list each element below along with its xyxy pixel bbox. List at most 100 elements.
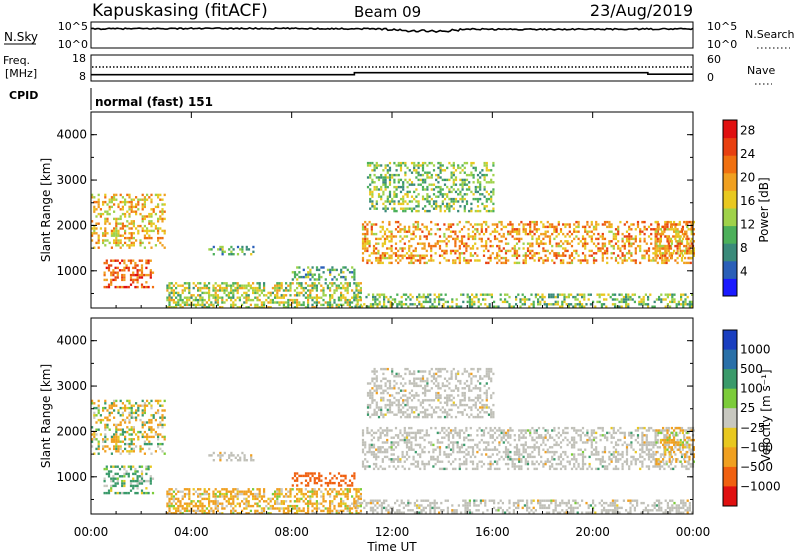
echo-cell	[642, 303, 645, 306]
echo-cell	[124, 232, 127, 235]
echo-cell	[473, 499, 476, 502]
echo-cell	[267, 306, 270, 309]
echo-cell	[385, 499, 388, 502]
echo-cell	[357, 291, 360, 295]
echo-cell	[296, 282, 299, 285]
echo-cell	[132, 416, 135, 419]
echo-cell	[139, 241, 142, 245]
echo-cell	[528, 298, 531, 301]
echo-cell	[515, 261, 519, 265]
echo-cell	[105, 285, 108, 289]
echo-cell	[559, 511, 562, 514]
echo-cell	[351, 289, 354, 292]
echo-cell	[628, 228, 631, 231]
echo-cell	[432, 448, 435, 451]
echo-cell	[296, 286, 299, 290]
echo-cell	[230, 286, 233, 290]
echo-cell	[405, 441, 409, 444]
echo-cell	[337, 306, 340, 309]
echo-cell	[293, 306, 296, 309]
echo-cell	[427, 499, 430, 502]
echo-cell	[612, 244, 615, 248]
echo-cell	[562, 247, 565, 250]
echo-cell	[130, 236, 133, 240]
echo-cell	[234, 282, 237, 285]
echo-cell	[455, 298, 458, 301]
echo-cell	[97, 445, 100, 448]
echo-cell	[413, 207, 416, 210]
echo-cell	[141, 217, 144, 221]
echo-cell	[572, 499, 575, 502]
echo-cell	[91, 438, 94, 441]
echo-cell	[457, 188, 460, 191]
echo-cell	[540, 240, 543, 243]
echo-cell	[219, 459, 222, 462]
echo-cell	[168, 282, 171, 285]
echo-cell	[172, 284, 175, 287]
echo-cell	[410, 431, 413, 435]
echo-cell	[300, 497, 303, 501]
echo-cell	[307, 502, 310, 505]
echo-cell	[307, 507, 310, 510]
echo-cell	[129, 489, 133, 492]
echo-cell	[408, 256, 411, 260]
echo-cell	[143, 200, 146, 204]
echo-cell	[419, 431, 422, 435]
echo-cell	[614, 499, 617, 502]
echo-cell	[416, 228, 420, 231]
echo-cell	[375, 252, 378, 255]
echo-cell	[227, 500, 230, 503]
echo-cell	[150, 452, 153, 455]
echo-cell	[192, 286, 195, 290]
echo-cell	[140, 269, 144, 272]
echo-cell	[271, 492, 274, 496]
echo-cell	[115, 239, 118, 242]
echo-cell	[677, 230, 680, 233]
echo-cell	[121, 479, 124, 483]
echo-cell	[307, 289, 310, 292]
echo-cell	[147, 259, 150, 262]
echo-cell	[146, 399, 149, 403]
echo-cell	[175, 507, 178, 510]
echo-cell	[256, 289, 259, 292]
echo-cell	[243, 502, 246, 505]
echo-cell	[212, 306, 215, 309]
echo-cell	[132, 484, 135, 488]
echo-cell	[485, 244, 488, 248]
echo-cell	[383, 450, 387, 454]
echo-cell	[565, 295, 568, 299]
echo-cell	[197, 500, 200, 503]
echo-cell	[554, 501, 557, 505]
echo-cell	[432, 193, 436, 196]
echo-cell	[692, 254, 695, 257]
echo-cell	[559, 259, 563, 262]
echo-cell	[208, 282, 211, 285]
echo-cell	[502, 235, 505, 238]
echo-cell	[614, 511, 617, 514]
echo-cell	[667, 235, 670, 238]
echo-cell	[392, 235, 395, 238]
echo-cell	[329, 268, 332, 272]
echo-cell	[468, 181, 471, 184]
echo-cell	[537, 244, 541, 248]
echo-cell	[475, 504, 478, 507]
echo-cell	[532, 499, 535, 502]
echo-cell	[531, 254, 534, 257]
echo-cell	[372, 249, 376, 253]
echo-cell	[181, 291, 184, 295]
echo-cell	[594, 504, 597, 507]
echo-cell	[529, 225, 532, 229]
echo-cell	[140, 465, 144, 468]
echo-cell	[372, 446, 376, 449]
echo-cell	[293, 298, 296, 302]
echo-cell	[104, 423, 107, 427]
echo-cell	[238, 512, 241, 515]
echo-cell	[313, 477, 316, 480]
echo-cell	[315, 298, 318, 302]
echo-cell	[621, 240, 624, 243]
echo-cell	[192, 504, 195, 508]
echo-cell	[620, 300, 623, 304]
echo-cell	[471, 511, 474, 514]
echo-cell	[119, 452, 122, 455]
echo-cell	[95, 208, 98, 211]
